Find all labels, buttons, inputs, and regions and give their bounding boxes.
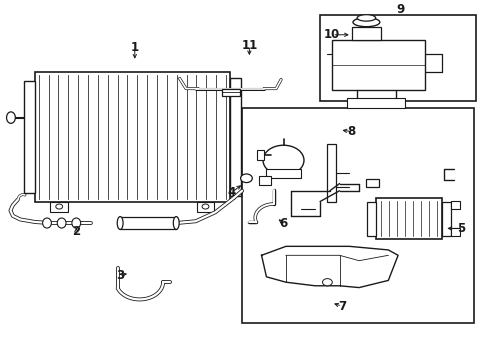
Text: 5: 5 [456,222,465,235]
Bar [320,15,475,101]
Circle shape [263,145,304,175]
Ellipse shape [173,217,179,229]
Bar [259,176,271,185]
Ellipse shape [57,218,66,228]
Bar [35,72,229,202]
Bar [331,40,424,90]
Bar [351,27,380,40]
Text: 11: 11 [241,39,257,52]
Bar [256,149,264,160]
Text: 3: 3 [116,269,124,282]
Bar [24,81,35,193]
Bar [450,228,459,235]
Ellipse shape [352,18,379,27]
Circle shape [56,204,62,209]
Bar [196,202,214,212]
Bar [266,169,300,178]
Circle shape [322,279,331,286]
Circle shape [240,174,252,183]
Text: 4: 4 [227,186,235,199]
Bar [50,202,68,212]
Text: 6: 6 [279,216,287,230]
Bar [441,202,450,235]
Ellipse shape [117,217,123,229]
Circle shape [202,204,208,209]
Text: 9: 9 [396,3,404,16]
Text: 7: 7 [337,300,346,313]
Bar [229,78,240,196]
Polygon shape [261,246,397,288]
Bar [327,144,335,202]
Bar [375,198,441,239]
Text: 8: 8 [347,125,355,138]
Bar [222,89,239,96]
Bar [366,202,375,235]
Text: 10: 10 [324,28,340,41]
Text: 2: 2 [72,225,80,238]
Text: 1: 1 [130,41,139,54]
Ellipse shape [72,218,81,228]
Ellipse shape [356,15,375,21]
Bar [242,108,473,323]
Ellipse shape [6,112,15,123]
Bar [450,201,459,209]
Bar [346,98,405,108]
Ellipse shape [42,218,51,228]
Bar [366,179,378,187]
